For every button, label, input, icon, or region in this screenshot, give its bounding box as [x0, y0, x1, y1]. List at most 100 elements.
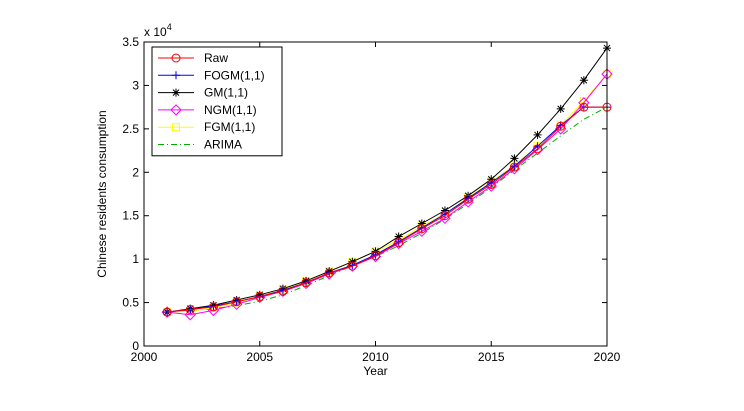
data-point-raw-2008: [324, 268, 334, 278]
y-tick-label: 2: [132, 165, 139, 179]
legend-marker-fogm-1-1: [172, 71, 180, 80]
marker-star: [510, 154, 519, 163]
marker-diamond: [184, 309, 197, 321]
marker-circle: [185, 305, 195, 315]
marker-circle: [556, 121, 566, 131]
data-point-raw-2014: [463, 194, 473, 204]
marker-star: [579, 76, 588, 85]
axes-layer: 2000 2005 2010 2015 2020 0 0.5 1 1.5 2 2.5 3 3.5: [122, 35, 620, 364]
data-point-raw-2011: [394, 238, 404, 248]
data-point-gm-1-1-2017: [533, 130, 542, 139]
series-raw: [162, 102, 612, 317]
marker-circle: [324, 268, 334, 278]
y-tick-label: 3: [132, 78, 139, 92]
y-tick-label: 3.5: [122, 35, 139, 49]
marker-circle: [486, 179, 496, 189]
legend-box: [151, 46, 283, 157]
marker-star: [556, 104, 565, 113]
data-point-raw-2007: [301, 278, 311, 288]
legend-entry-fgm-1-1: FGM(1,1): [158, 120, 255, 134]
x-tick-label: 2005: [246, 350, 273, 364]
data-point-raw-2002: [185, 305, 195, 315]
y-multiplier-base: x 10: [144, 25, 167, 39]
y-axis-multiplier: x 104: [144, 22, 172, 39]
data-point-raw-2006: [278, 286, 288, 296]
y-tick-label: 2.5: [122, 122, 139, 136]
data-point-ngm-1-1-2018: [554, 123, 567, 135]
data-point-raw-2005: [255, 291, 265, 301]
legend-entry-gm-1-1: GM(1,1): [158, 86, 248, 100]
marker-circle: [533, 144, 543, 154]
marker-circle: [278, 286, 288, 296]
marker-circle: [579, 102, 589, 112]
data-point-raw-2001: [162, 307, 172, 317]
data-point-ngm-1-1-2013: [439, 212, 451, 225]
marker-circle: [301, 278, 311, 288]
marker-diamond: [508, 163, 521, 175]
marker-circle: [162, 307, 172, 317]
x-tick-label: 2015: [478, 350, 505, 364]
marker-circle: [347, 261, 357, 271]
y-tick-label: 1: [132, 252, 139, 266]
data-point-gm-1-1-2016: [510, 154, 519, 163]
legend-entry-fogm-1-1: FOGM(1,1): [158, 68, 265, 82]
legend-label-gm-1-1: GM(1,1): [204, 86, 248, 100]
legend-entry-arima: ARIMA: [158, 138, 242, 152]
data-point-gm-1-1-2012: [417, 219, 426, 228]
marker-diamond: [170, 104, 182, 116]
data-point-gm-1-1-2018: [556, 104, 565, 113]
data-point-raw-2017: [533, 144, 543, 154]
marker-circle: [440, 211, 450, 221]
legend-label-fgm-1-1: FGM(1,1): [204, 120, 255, 134]
data-point-raw-2019: [579, 102, 589, 112]
marker-circle: [171, 53, 181, 63]
marker-star: [533, 130, 542, 139]
legend-marker-raw: [171, 53, 181, 63]
y-tick-label: 0.5: [122, 296, 139, 310]
marker-circle: [371, 251, 380, 261]
data-point-raw-2009: [347, 261, 357, 271]
data-point-raw-2018: [556, 121, 566, 131]
marker-star: [417, 219, 426, 228]
data-point-ngm-1-1-2017: [531, 143, 544, 156]
marker-circle: [394, 238, 404, 248]
legend-marker-fgm-1-1: [172, 123, 180, 132]
marker-circle: [509, 162, 519, 172]
legend-label-arima: ARIMA: [204, 138, 242, 152]
marker-square: [172, 123, 180, 132]
marker-circle: [417, 224, 427, 234]
marker-diamond: [439, 212, 451, 225]
series-line-gm-1-1: [167, 47, 608, 313]
data-point-raw-2010: [371, 251, 380, 261]
data-point-raw-2004: [232, 297, 242, 307]
marker-diamond: [554, 123, 567, 135]
data-point-raw-2012: [417, 224, 427, 234]
marker-circle: [232, 297, 242, 307]
data-point-raw-2003: [208, 302, 218, 312]
data-point-gm-1-1-2011: [394, 232, 403, 241]
marker-circle: [255, 291, 265, 301]
y-tick-label: 0: [132, 339, 139, 353]
legend: Raw FOGM(1,1) GM(1,1) NGM(1,1) FGM(1,1) ARIMA: [151, 46, 283, 157]
marker-plus: [172, 71, 180, 80]
legend-entry-raw: Raw: [158, 51, 228, 65]
marker-circle: [208, 302, 218, 312]
y-axis-label: Chinese residents consumption: [95, 110, 109, 277]
legend-entry-ngm-1-1: NGM(1,1): [158, 103, 257, 117]
data-point-ngm-1-1-2002: [184, 309, 197, 321]
x-tick-label: 2020: [594, 350, 621, 364]
marker-star: [394, 232, 403, 241]
series-arima: [167, 106, 608, 313]
y-multiplier-exponent: 4: [167, 22, 172, 32]
x-tick-label: 2010: [362, 350, 389, 364]
data-point-ngm-1-1-2016: [508, 163, 521, 175]
legend-marker-gm-1-1: [172, 88, 180, 97]
y-tick-label: 1.5: [122, 209, 139, 223]
x-tick-label: 2000: [131, 350, 158, 364]
legend-label-fogm-1-1: FOGM(1,1): [204, 68, 265, 82]
legend-label-raw: Raw: [204, 51, 228, 65]
legend-label-ngm-1-1: NGM(1,1): [204, 103, 257, 117]
data-point-gm-1-1-2019: [579, 76, 588, 85]
data-point-raw-2016: [509, 162, 519, 172]
